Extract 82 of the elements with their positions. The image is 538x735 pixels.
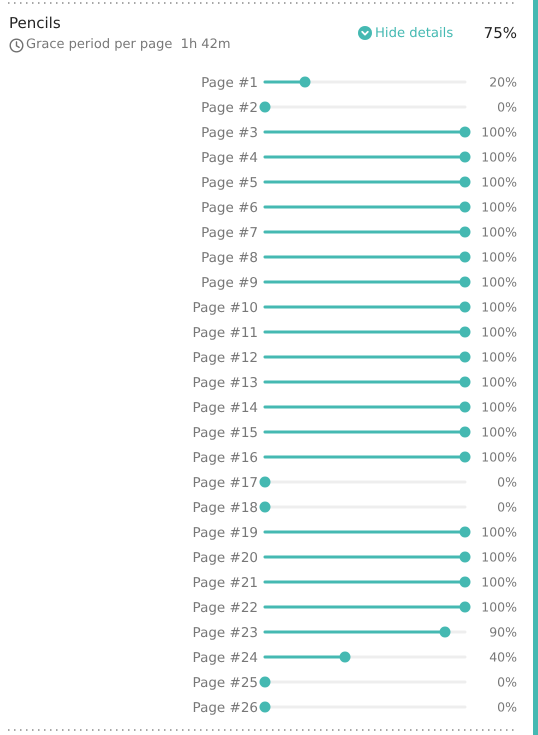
- data-label: 20%: [489, 74, 518, 90]
- data-label: 100%: [481, 224, 518, 240]
- point: [460, 152, 470, 162]
- y-tick-label: Page #5: [201, 174, 258, 191]
- y-tick-label: Page #24: [192, 650, 258, 666]
- y-tick-label: Page #16: [192, 450, 258, 466]
- y-tick-label: Page #13: [192, 374, 258, 391]
- y-tick-label: Page #20: [192, 550, 258, 566]
- y-tick-label: Page #26: [192, 700, 258, 716]
- y-tick-label: Page #2: [201, 100, 258, 116]
- data-label: 100%: [481, 574, 518, 590]
- y-tick-label: Page #19: [192, 524, 258, 541]
- data-label: 100%: [481, 424, 518, 440]
- data-label: 40%: [489, 649, 518, 664]
- data-label: 100%: [481, 399, 518, 414]
- data-label: 100%: [481, 549, 518, 564]
- data-label: 100%: [481, 149, 518, 164]
- point: [460, 552, 470, 562]
- point: [260, 676, 270, 688]
- point: [260, 476, 270, 488]
- y-tick-label: Page #18: [192, 500, 258, 516]
- data-label: 100%: [481, 524, 518, 540]
- y-tick-label: Page #21: [192, 574, 258, 591]
- data-label: 100%: [481, 199, 518, 214]
- point: [460, 202, 470, 212]
- point: [460, 576, 470, 588]
- text: Hide details: [375, 25, 454, 42]
- text: Grace period per page 1h 42m: [26, 37, 231, 53]
- y-tick-label: Page #25: [192, 674, 258, 691]
- y-tick-label: Page #17: [192, 474, 258, 491]
- y-tick-label: Page #14: [192, 400, 258, 416]
- y-tick-label: Page #11: [192, 324, 258, 341]
- text: Pencils: [9, 14, 61, 32]
- y-tick-label: Page #8: [201, 250, 258, 266]
- point: [260, 102, 270, 112]
- point: [460, 602, 470, 612]
- y-tick-label: Page #3: [201, 124, 258, 141]
- data-label: 100%: [481, 349, 518, 364]
- point: [460, 352, 470, 362]
- data-label: 100%: [481, 299, 518, 314]
- data-label: 100%: [481, 449, 518, 464]
- point: [460, 526, 470, 538]
- y-tick-label: Page #22: [192, 600, 258, 616]
- point: [460, 252, 470, 262]
- y-tick-label: Page #1: [201, 74, 258, 91]
- point: [460, 402, 470, 412]
- data-label: 0%: [497, 499, 518, 514]
- y-tick-label: Page #23: [192, 624, 258, 641]
- data-label: 100%: [481, 274, 518, 290]
- point: [460, 276, 470, 288]
- data-label: 100%: [481, 324, 518, 340]
- y-tick-label: Page #12: [192, 350, 258, 366]
- y-tick-label: Page #10: [192, 300, 258, 316]
- data-label: 100%: [481, 174, 518, 190]
- point: [340, 652, 350, 662]
- data-label: 0%: [497, 474, 518, 490]
- point: [260, 702, 270, 712]
- point: [460, 176, 470, 188]
- point: [440, 626, 450, 638]
- text: 75%: [484, 24, 517, 42]
- data-label: 0%: [497, 99, 518, 114]
- y-tick-label: Page #15: [192, 424, 258, 441]
- y-tick-label: Page #6: [201, 200, 258, 216]
- y-tick-label: Page #4: [201, 150, 258, 166]
- data-label: 100%: [481, 374, 518, 390]
- data-label: 100%: [481, 599, 518, 614]
- point: [460, 126, 470, 138]
- point: [260, 502, 270, 512]
- y-tick-label: Page #9: [201, 274, 258, 291]
- point: [460, 326, 470, 338]
- data-label: 0%: [497, 699, 518, 714]
- data-label: 100%: [481, 249, 518, 264]
- data-label: 100%: [481, 124, 518, 140]
- point: [460, 426, 470, 438]
- y-tick-label: Page #7: [201, 224, 258, 241]
- point: [300, 76, 310, 88]
- point: [460, 226, 470, 238]
- point: [460, 452, 470, 462]
- point: [460, 302, 470, 312]
- point: [460, 376, 470, 388]
- data-label: 0%: [497, 674, 518, 690]
- data-label: 90%: [489, 624, 518, 640]
